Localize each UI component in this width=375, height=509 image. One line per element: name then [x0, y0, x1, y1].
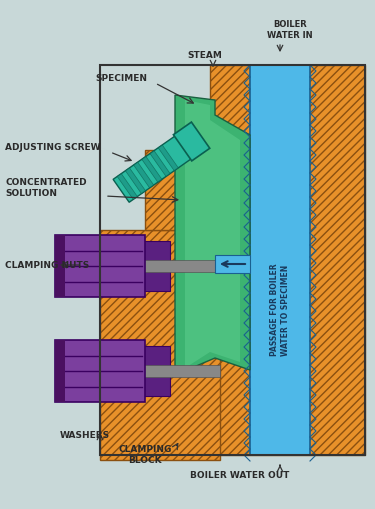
Bar	[113, 133, 195, 202]
Bar	[100, 65, 365, 455]
Bar	[140, 241, 170, 291]
Bar	[100, 230, 220, 460]
Bar	[55, 235, 145, 297]
Bar	[210, 65, 365, 455]
Polygon shape	[175, 95, 250, 375]
Bar	[142, 156, 162, 182]
Text: CLAMPING NUTS: CLAMPING NUTS	[5, 261, 89, 269]
Text: CONCENTRATED
SOLUTION: CONCENTRATED SOLUTION	[5, 178, 87, 197]
Bar	[215, 255, 250, 273]
Text: WASHERS: WASHERS	[60, 431, 110, 439]
Text: ADJUSTING SCREW: ADJUSTING SCREW	[5, 144, 100, 153]
Bar	[150, 151, 170, 177]
Bar	[55, 235, 65, 297]
Bar	[55, 340, 65, 402]
Bar	[145, 150, 220, 230]
Bar	[134, 162, 154, 188]
Bar	[125, 168, 146, 194]
Text: CLAMPING
BLOCK: CLAMPING BLOCK	[118, 445, 172, 465]
Bar	[100, 260, 220, 272]
Text: STEAM: STEAM	[188, 50, 222, 60]
Bar	[100, 365, 220, 377]
Bar	[117, 174, 137, 200]
Bar	[140, 346, 170, 396]
Text: BOILER WATER OUT: BOILER WATER OUT	[190, 470, 290, 479]
Bar	[173, 122, 210, 161]
Text: PASSAGE FOR BOILER
WATER TO SPECIMEN: PASSAGE FOR BOILER WATER TO SPECIMEN	[270, 264, 290, 356]
Text: SPECIMEN: SPECIMEN	[95, 73, 147, 82]
Polygon shape	[185, 100, 240, 368]
Bar	[250, 65, 310, 455]
Bar	[55, 340, 145, 402]
Text: BOILER
WATER IN: BOILER WATER IN	[267, 20, 313, 40]
Bar	[158, 145, 178, 171]
